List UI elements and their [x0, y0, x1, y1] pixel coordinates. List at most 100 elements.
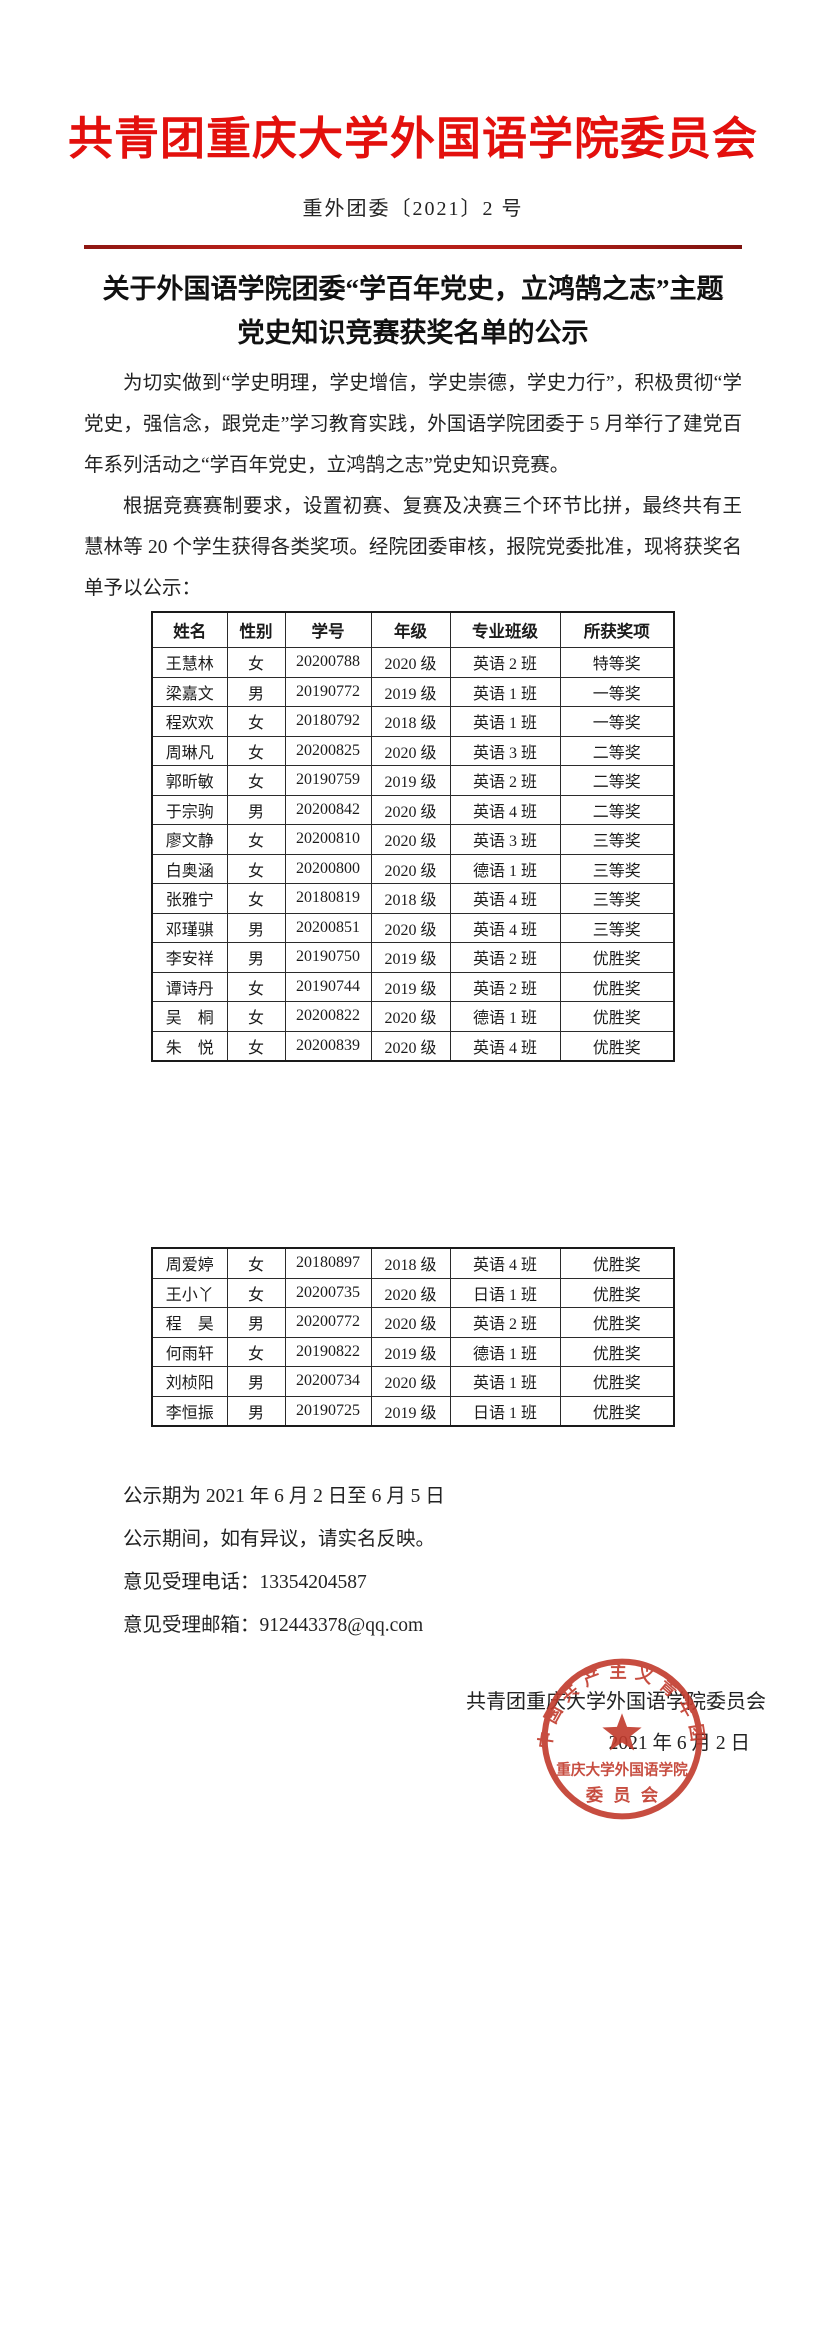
- doc-title: 关于外国语学院团委“学百年党史，立鸿鹄之志”主题 党史知识竞赛获奖名单的公示: [0, 267, 826, 355]
- table-cell: 20200788: [284, 647, 372, 678]
- signature-date: 2021 年 6 月 2 日: [608, 1733, 750, 1754]
- table-cell: 白奥涵: [151, 853, 228, 884]
- table-cell: 吴 桐: [151, 1001, 228, 1032]
- table-cell: 20190772: [284, 676, 372, 707]
- table-header-cell: 所获奖项: [559, 611, 675, 648]
- table-row: 周琳凡女 20200825 2020 级英语 3 班二等奖: [151, 735, 675, 766]
- table-header-cell: 年级: [370, 611, 451, 648]
- table-cell: 刘桢阳: [151, 1366, 228, 1397]
- table-cell: 优胜奖: [559, 1247, 675, 1279]
- table-cell: 德语 1 班: [449, 1336, 561, 1367]
- table-cell: 周琳凡: [151, 735, 228, 766]
- table-row: 吴 桐女 20200822 2020 级德语 1 班优胜奖: [151, 1001, 675, 1032]
- table-cell: 20180792: [284, 706, 372, 737]
- table-cell: 三等奖: [559, 912, 675, 943]
- table-cell: 20190822: [284, 1336, 372, 1367]
- table-cell: 女: [226, 883, 286, 914]
- table-cell: 20200735: [284, 1277, 372, 1308]
- table-cell: 邓瑾骐: [151, 912, 228, 943]
- table-cell: 20200800: [284, 853, 372, 884]
- table-cell: 英语 1 班: [449, 1366, 561, 1397]
- table-cell: 三等奖: [559, 883, 675, 914]
- table-cell: 优胜奖: [559, 1001, 675, 1032]
- table-cell: 20200772: [284, 1307, 372, 1338]
- org-title: 共青团重庆大学外国语学院委员会: [67, 114, 758, 164]
- table-cell: 2020 级: [370, 794, 451, 825]
- seal-bottom-text: 委员会: [585, 1785, 669, 1805]
- table-cell: 男: [226, 794, 286, 825]
- table-cell: 何雨轩: [151, 1336, 228, 1367]
- doc-title-line2: 党史知识竞赛获奖名单的公示: [237, 318, 589, 348]
- table-cell: 2020 级: [370, 1307, 451, 1338]
- table-cell: 德语 1 班: [449, 1001, 561, 1032]
- notice-footer: 公示期为 2021 年 6 月 2 日至 6 月 5 日 公示期间，如有异议，请…: [84, 1475, 742, 1647]
- table-cell: 女: [226, 971, 286, 1002]
- table-cell: 英语 2 班: [449, 1307, 561, 1338]
- table-cell: 2020 级: [370, 853, 451, 884]
- awards-table-body-page2: 周爱婷女 20180897 2018 级英语 4 班优胜奖 王小丫女 20200735 2…: [151, 1247, 675, 1427]
- table-cell: 2019 级: [370, 1336, 451, 1367]
- table-cell: 英语 2 班: [449, 942, 561, 973]
- table-cell: 程 昊: [151, 1307, 228, 1338]
- table-header-cell: 专业班级: [449, 611, 561, 648]
- awards-table-page1: 姓名 性别 学号 年级 专业班级 所获奖项 王慧林女 20200788 2020 级英语 2 …: [151, 611, 675, 1062]
- table-cell: 20200734: [284, 1366, 372, 1397]
- table-cell: 20180897: [284, 1247, 372, 1279]
- table-header-cell: 性别: [226, 611, 286, 648]
- table-cell: 特等奖: [559, 647, 675, 678]
- table-row: 廖文静女 20200810 2020 级英语 3 班三等奖: [151, 824, 675, 855]
- table-cell: 男: [226, 1307, 286, 1338]
- table-cell: 李安祥: [151, 942, 228, 973]
- table-cell: 女: [226, 765, 286, 796]
- table-cell: 王小丫: [151, 1277, 228, 1308]
- table-cell: 英语 4 班: [449, 1247, 561, 1279]
- table-cell: 女: [226, 1277, 286, 1308]
- table-row: 郭昕敏女 20190759 2019 级英语 2 班二等奖: [151, 765, 675, 796]
- table-cell: 女: [226, 1030, 286, 1062]
- table-cell: 女: [226, 735, 286, 766]
- table-cell: 优胜奖: [559, 942, 675, 973]
- table-cell: 20200851: [284, 912, 372, 943]
- table-cell: 二等奖: [559, 765, 675, 796]
- table-cell: 周爱婷: [151, 1247, 228, 1279]
- table-row: 朱 悦女 20200839 2020 级英语 4 班优胜奖: [151, 1030, 675, 1062]
- table-row: 何雨轩女 20190822 2019 级德语 1 班优胜奖: [151, 1336, 675, 1367]
- table-cell: 女: [226, 647, 286, 678]
- table-cell: 英语 4 班: [449, 912, 561, 943]
- table-row: 王小丫女 20200735 2020 级日语 1 班优胜奖: [151, 1277, 675, 1308]
- table-cell: 一等奖: [559, 706, 675, 737]
- table-cell: 女: [226, 706, 286, 737]
- table-cell: 20200825: [284, 735, 372, 766]
- table-cell: 2020 级: [370, 1001, 451, 1032]
- table-cell: 20200810: [284, 824, 372, 855]
- table-cell: 20200842: [284, 794, 372, 825]
- table-row: 梁嘉文男 20190772 2019 级英语 1 班一等奖: [151, 676, 675, 707]
- table-row: 程 昊男 20200772 2020 级英语 2 班优胜奖: [151, 1307, 675, 1338]
- table-header-cell: 学号: [284, 611, 372, 648]
- table-cell: 优胜奖: [559, 1366, 675, 1397]
- signature-org: 共青团重庆大学外国语学院委员会: [466, 1691, 766, 1713]
- table-cell: 梁嘉文: [151, 676, 228, 707]
- table-cell: 2018 级: [370, 883, 451, 914]
- table-cell: 20200839: [284, 1030, 372, 1062]
- table-cell: 2019 级: [370, 942, 451, 973]
- table-cell: 20190759: [284, 765, 372, 796]
- table-cell: 英语 1 班: [449, 706, 561, 737]
- table-header-row: 姓名 性别 学号 年级 专业班级 所获奖项: [151, 611, 675, 648]
- table-cell: 20200822: [284, 1001, 372, 1032]
- table-cell: 三等奖: [559, 824, 675, 855]
- body-text: 为切实做到“学史明理，学史增信，学史崇德，学史力行”，积极贯彻“学党史，强信念，…: [84, 363, 742, 609]
- table-row: 白奥涵女 20200800 2020 级德语 1 班三等奖: [151, 853, 675, 884]
- table-row: 刘桢阳男 20200734 2020 级英语 1 班优胜奖: [151, 1366, 675, 1397]
- table-cell: 英语 2 班: [449, 765, 561, 796]
- table-cell: 2019 级: [370, 765, 451, 796]
- seal-line-text: 重庆大学外国语学院: [556, 1760, 688, 1778]
- table-cell: 2018 级: [370, 1247, 451, 1279]
- table-row: 李安祥男 20190750 2019 级英语 2 班优胜奖: [151, 942, 675, 973]
- table-cell: 日语 1 班: [449, 1395, 561, 1427]
- table-cell: 朱 悦: [151, 1030, 228, 1062]
- table-cell: 李恒振: [151, 1395, 228, 1427]
- table-cell: 20190744: [284, 971, 372, 1002]
- table-cell: 2019 级: [370, 971, 451, 1002]
- table-cell: 2020 级: [370, 1277, 451, 1308]
